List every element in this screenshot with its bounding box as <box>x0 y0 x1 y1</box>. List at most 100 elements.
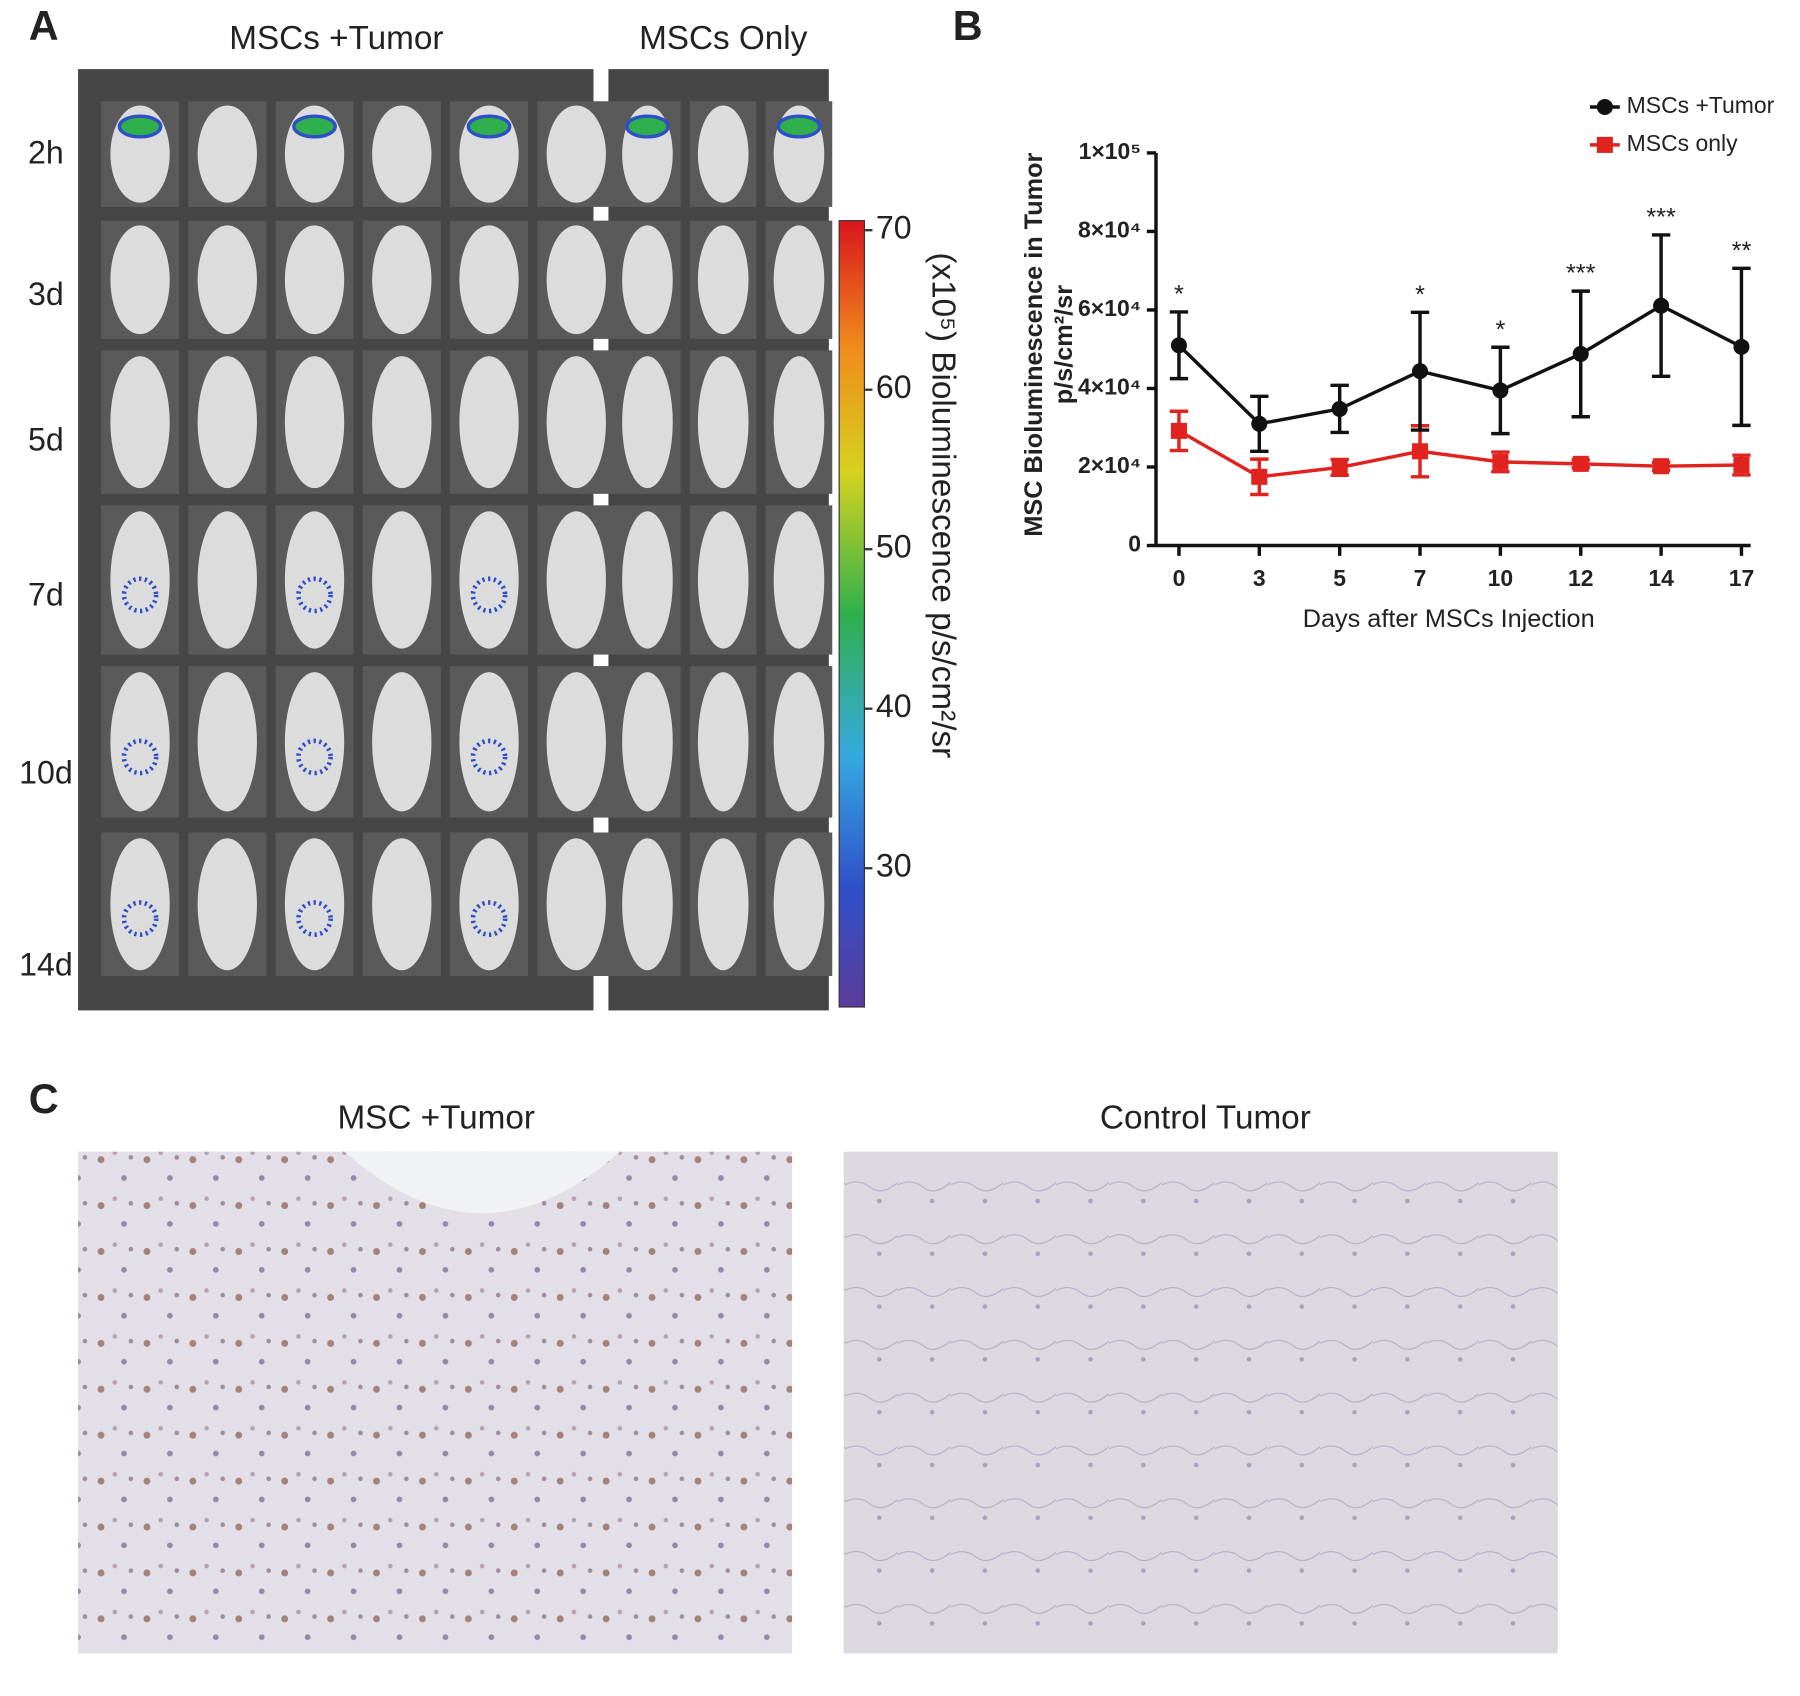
data-point <box>1331 400 1348 417</box>
signal <box>296 900 333 937</box>
x-tick-label: 17 <box>1729 565 1755 591</box>
histology-image <box>344 1151 620 1214</box>
mouse <box>773 838 825 971</box>
mouse <box>773 356 825 489</box>
x-tick-label: 12 <box>1568 565 1594 591</box>
mouse <box>697 105 749 203</box>
line <box>1178 429 1742 479</box>
mouse <box>459 225 519 335</box>
mouse <box>546 838 606 971</box>
signal <box>470 900 508 937</box>
data-point <box>1653 297 1670 314</box>
colorbar-tick-label: 40 <box>876 688 912 724</box>
mouse <box>546 511 606 649</box>
mouse <box>622 225 673 335</box>
signal <box>117 114 163 139</box>
row-label: 2h <box>28 135 64 171</box>
data-point <box>1653 458 1670 475</box>
mouse <box>697 672 749 812</box>
legend-label: MSCs only <box>1627 130 1738 156</box>
signal <box>292 114 337 139</box>
mouse <box>372 838 432 971</box>
data-point <box>1251 468 1268 485</box>
mouse <box>197 225 257 335</box>
x-tick-label: 3 <box>1253 565 1266 591</box>
legend-marker <box>1596 98 1613 116</box>
image-title: Control Tumor <box>1100 1099 1311 1136</box>
mouse <box>622 838 673 971</box>
y-tick-label: 6×10⁴ <box>1078 295 1141 321</box>
row-label: 14d <box>19 946 73 982</box>
mouse <box>546 672 606 812</box>
mouse <box>197 511 257 649</box>
mouse <box>372 511 432 649</box>
signal <box>121 576 159 614</box>
mouse <box>622 511 673 649</box>
significance-label: * <box>1495 316 1505 344</box>
y-tick-label: 1×10⁵ <box>1079 138 1141 164</box>
mouse <box>546 225 606 335</box>
panel-label: A <box>29 3 59 49</box>
legend-label: MSCs +Tumor <box>1627 92 1775 118</box>
mouse <box>197 672 257 812</box>
signal <box>776 114 822 139</box>
line <box>1177 303 1743 426</box>
x-axis-label: Days after MSCs Injection <box>1303 605 1595 633</box>
y-axis-label: p/s/cm²/sr <box>1050 285 1078 404</box>
x-tick-label: 5 <box>1333 565 1346 591</box>
row-label: 7d <box>28 577 64 613</box>
data-point <box>1572 455 1589 472</box>
colorbar-tick-label: 50 <box>876 529 912 565</box>
panel-label: C <box>29 1076 59 1122</box>
signal <box>296 576 333 614</box>
chart: 0 2×10⁴ 4×10⁴ 6×10⁴ 8×10⁴ 1×10⁵ 0 3 5 7 10 12 14 17 Da… <box>1020 92 1775 633</box>
data-point <box>1170 337 1187 354</box>
colorbar-tick-label: 60 <box>876 369 912 405</box>
mouse <box>773 511 825 649</box>
data-point <box>1733 338 1750 355</box>
mouse <box>197 838 257 971</box>
mouse <box>546 356 606 489</box>
colorbar-tick-label: 70 <box>876 210 912 246</box>
mouse <box>284 356 345 489</box>
signal <box>625 114 670 139</box>
x-tick-label: 7 <box>1414 565 1427 591</box>
column-header: MSCs Only <box>639 20 808 57</box>
mouse <box>197 105 257 203</box>
row-label: 5d <box>28 422 64 458</box>
signal <box>470 576 508 614</box>
mouse <box>284 225 345 335</box>
y-axis-label: MSC Bioluminescence in Tumor <box>1020 152 1048 536</box>
y-tick-label: 2×10⁴ <box>1078 452 1141 478</box>
mouse <box>372 105 432 203</box>
mouse <box>697 838 749 971</box>
significance-label: * <box>1174 281 1184 309</box>
data-point <box>1411 363 1429 380</box>
data-point <box>1733 456 1750 474</box>
signal <box>466 114 512 139</box>
mouse <box>697 511 749 649</box>
y-tick-label: 0 <box>1128 531 1141 557</box>
mouse <box>697 225 749 335</box>
mouse <box>622 356 673 489</box>
y-tick-label: 4×10⁴ <box>1078 374 1141 400</box>
mouse <box>110 225 170 335</box>
mouse <box>773 672 825 812</box>
colorbar-tick-label: 30 <box>876 848 912 884</box>
data-point <box>1331 459 1348 476</box>
mouse <box>622 672 673 812</box>
histology-image <box>843 1151 1558 1654</box>
legend-marker <box>1596 136 1613 153</box>
data-point <box>1251 415 1268 432</box>
histology-image <box>78 1151 793 1654</box>
image-title: MSC +Tumor <box>337 1099 535 1136</box>
colorbar-label: (x10⁵) Bioluminescence p/s/cm²/sr <box>925 252 962 758</box>
significance-label: *** <box>1646 204 1676 232</box>
mouse <box>197 356 257 489</box>
signal <box>121 900 159 937</box>
x-tick-label: 14 <box>1648 565 1674 591</box>
mouse <box>372 672 432 812</box>
signal <box>470 738 508 776</box>
mouse <box>546 105 606 203</box>
